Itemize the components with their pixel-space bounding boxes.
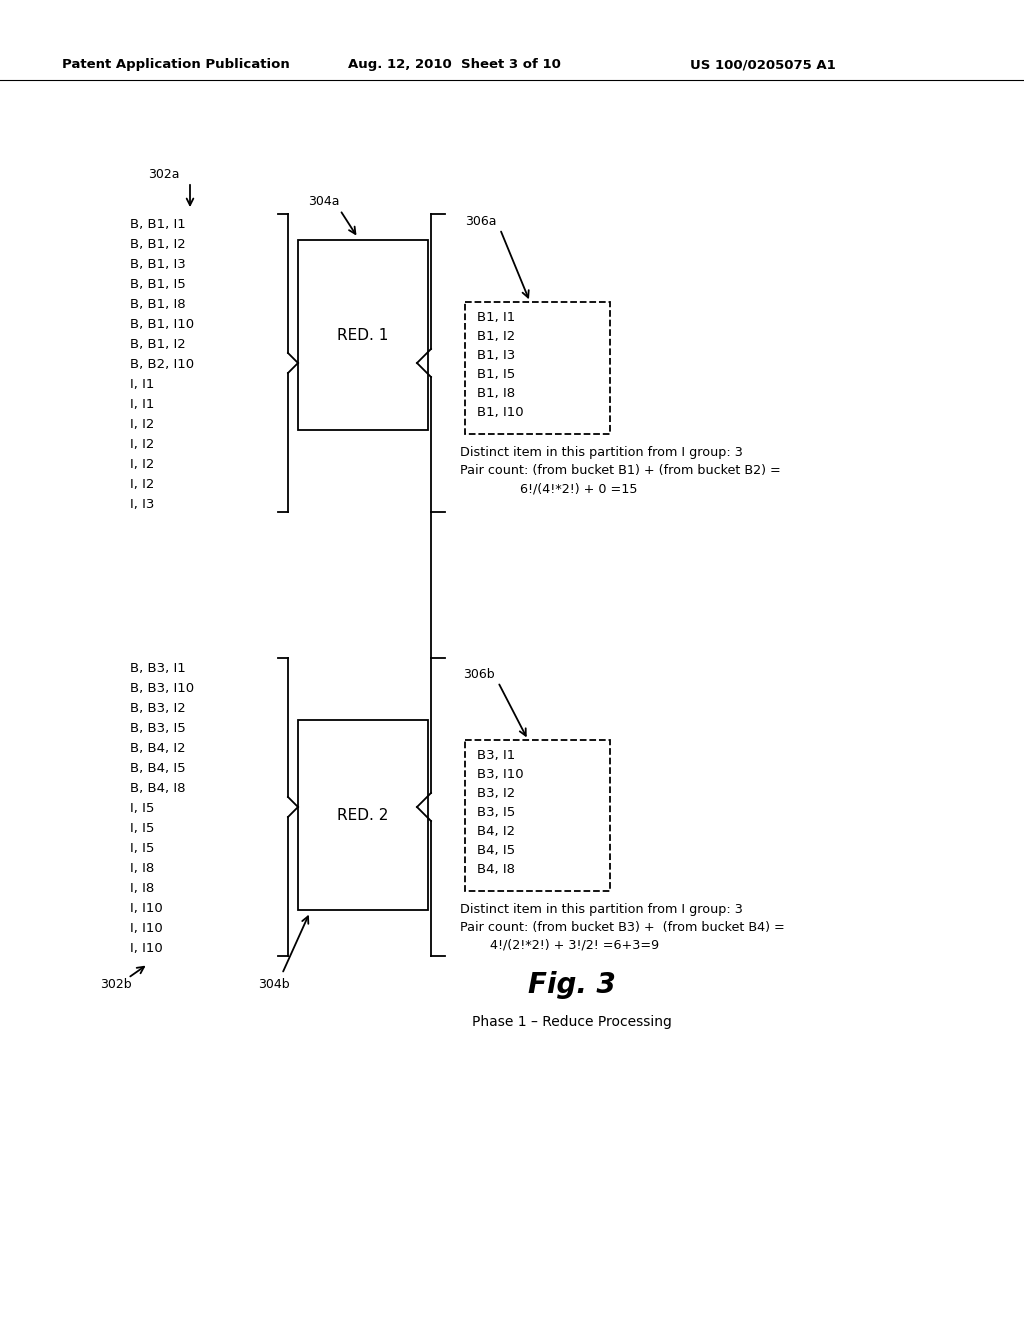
- Text: B3, I10: B3, I10: [477, 768, 523, 781]
- Text: B1, I1: B1, I1: [477, 312, 515, 323]
- Text: B, B1, I1: B, B1, I1: [130, 218, 185, 231]
- Bar: [465, 302, 610, 434]
- Text: B4, I8: B4, I8: [477, 863, 515, 876]
- Text: I, I8: I, I8: [130, 882, 155, 895]
- Bar: [298, 719, 428, 909]
- Text: Fig. 3: Fig. 3: [528, 972, 615, 999]
- Text: I, I8: I, I8: [130, 862, 155, 875]
- Text: 304b: 304b: [258, 978, 290, 991]
- Text: B1, I3: B1, I3: [477, 348, 515, 362]
- Text: I, I10: I, I10: [130, 942, 163, 954]
- Text: I, I1: I, I1: [130, 399, 155, 411]
- Text: I, I2: I, I2: [130, 418, 155, 432]
- Bar: [465, 741, 610, 891]
- Text: B4, I2: B4, I2: [477, 825, 515, 838]
- Text: B, B1, I2: B, B1, I2: [130, 338, 185, 351]
- Text: RED. 1: RED. 1: [337, 327, 389, 342]
- Text: I, I10: I, I10: [130, 902, 163, 915]
- Text: I, I5: I, I5: [130, 822, 155, 836]
- Text: 302a: 302a: [148, 168, 179, 181]
- Text: I, I2: I, I2: [130, 478, 155, 491]
- Text: Pair count: (from bucket B1) + (from bucket B2) =: Pair count: (from bucket B1) + (from buc…: [460, 465, 780, 477]
- Text: I, I5: I, I5: [130, 803, 155, 814]
- Text: Pair count: (from bucket B3) +  (from bucket B4) =: Pair count: (from bucket B3) + (from buc…: [460, 921, 784, 935]
- Text: 306b: 306b: [463, 668, 495, 681]
- Text: I, I10: I, I10: [130, 921, 163, 935]
- Text: I, I3: I, I3: [130, 498, 155, 511]
- Text: B, B1, I10: B, B1, I10: [130, 318, 195, 331]
- Text: B, B4, I8: B, B4, I8: [130, 781, 185, 795]
- Text: I, I2: I, I2: [130, 458, 155, 471]
- Text: RED. 2: RED. 2: [337, 808, 389, 822]
- Text: US 100/0205075 A1: US 100/0205075 A1: [690, 58, 836, 71]
- Text: I, I2: I, I2: [130, 438, 155, 451]
- Text: B, B4, I2: B, B4, I2: [130, 742, 185, 755]
- Text: 306a: 306a: [465, 215, 497, 228]
- Text: Aug. 12, 2010  Sheet 3 of 10: Aug. 12, 2010 Sheet 3 of 10: [348, 58, 561, 71]
- Text: Phase 1 – Reduce Processing: Phase 1 – Reduce Processing: [472, 1015, 672, 1030]
- Text: B, B2, I10: B, B2, I10: [130, 358, 195, 371]
- Text: 6!/(4!*2!) + 0 =15: 6!/(4!*2!) + 0 =15: [520, 482, 638, 495]
- Text: B, B1, I8: B, B1, I8: [130, 298, 185, 312]
- Text: B1, I8: B1, I8: [477, 387, 515, 400]
- Text: 4!/(2!*2!) + 3!/2! =6+3=9: 4!/(2!*2!) + 3!/2! =6+3=9: [490, 939, 659, 952]
- Text: B, B3, I10: B, B3, I10: [130, 682, 195, 696]
- Text: B3, I1: B3, I1: [477, 748, 515, 762]
- Text: B, B3, I5: B, B3, I5: [130, 722, 185, 735]
- Bar: [298, 240, 428, 430]
- Text: 304a: 304a: [308, 195, 340, 209]
- Text: B, B1, I5: B, B1, I5: [130, 279, 185, 290]
- Text: B, B3, I1: B, B3, I1: [130, 663, 185, 675]
- Text: 302b: 302b: [100, 978, 132, 991]
- Text: I, I1: I, I1: [130, 378, 155, 391]
- Text: B3, I2: B3, I2: [477, 787, 515, 800]
- Text: B, B1, I3: B, B1, I3: [130, 257, 185, 271]
- Text: B4, I5: B4, I5: [477, 843, 515, 857]
- Text: B1, I5: B1, I5: [477, 368, 515, 381]
- Text: B3, I5: B3, I5: [477, 807, 515, 818]
- Text: B1, I10: B1, I10: [477, 407, 523, 418]
- Text: Patent Application Publication: Patent Application Publication: [62, 58, 290, 71]
- Text: Distinct item in this partition from I group: 3: Distinct item in this partition from I g…: [460, 903, 742, 916]
- Text: Distinct item in this partition from I group: 3: Distinct item in this partition from I g…: [460, 446, 742, 459]
- Text: B1, I2: B1, I2: [477, 330, 515, 343]
- Text: I, I5: I, I5: [130, 842, 155, 855]
- Text: B, B1, I2: B, B1, I2: [130, 238, 185, 251]
- Text: B, B3, I2: B, B3, I2: [130, 702, 185, 715]
- Text: B, B4, I5: B, B4, I5: [130, 762, 185, 775]
